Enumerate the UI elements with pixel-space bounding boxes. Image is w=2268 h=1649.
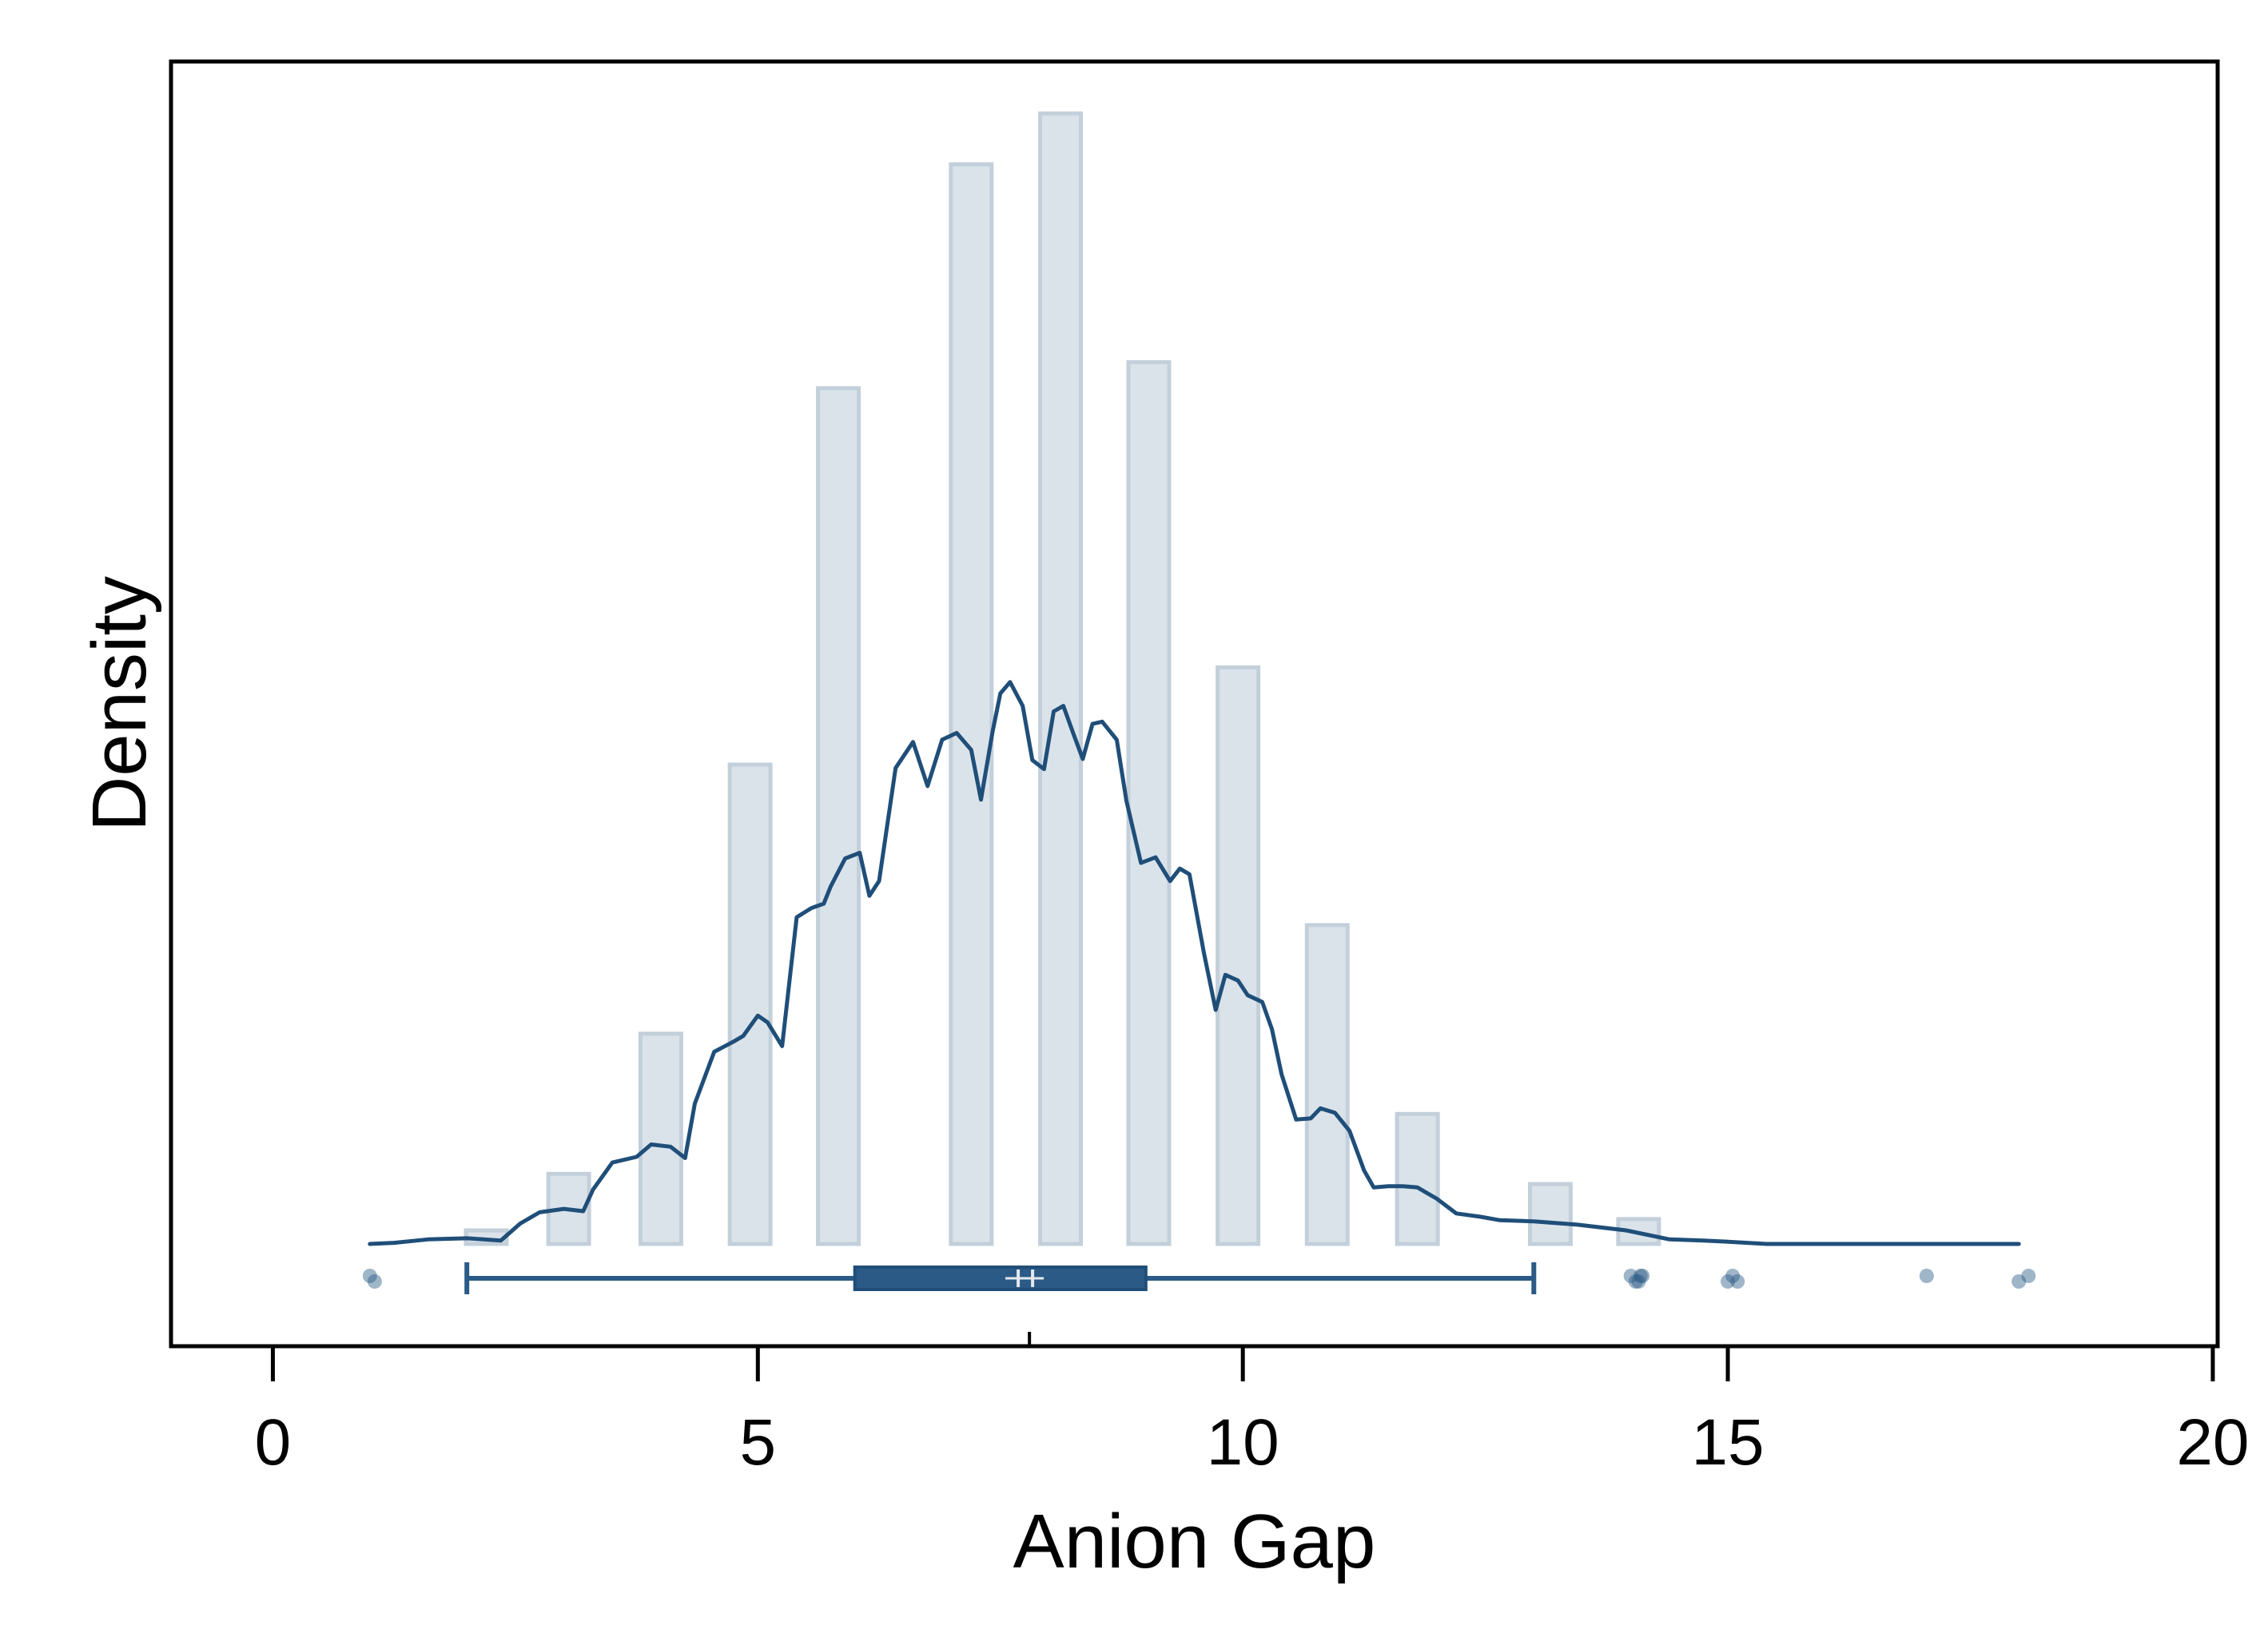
outlier-point [2021,1269,2036,1283]
histogram-bars [464,111,1661,1246]
outlier-point [362,1269,377,1283]
histogram-bar [816,386,861,1246]
outlier-point [1633,1269,1648,1283]
density-curve [368,680,2021,1246]
interquartile-box [853,1266,1148,1291]
x-tick-label: 10 [1207,1406,1279,1479]
y-axis-label: Density [77,576,162,832]
histogram-bar [1527,1182,1573,1246]
x-tick-label: 15 [1691,1406,1764,1479]
histogram-bar [949,162,994,1246]
outlier-point [1725,1269,1741,1283]
x-axis-label: Anion Gap [1013,1499,1376,1584]
histogram-bar [638,1031,683,1246]
boxplot [464,1262,1537,1346]
outlier-point [2011,1274,2027,1289]
histogram-bar [1038,111,1083,1246]
density-curve-layer [368,680,2021,1246]
outlier-point [1721,1274,1736,1289]
x-tick-label: 5 [740,1406,777,1479]
x-tick-label: 20 [2176,1406,2249,1479]
histogram-bar [1395,1111,1440,1246]
histogram-bar [727,762,773,1246]
outlier-point [1919,1269,1934,1283]
histogram-bar [1126,360,1172,1246]
histogram-bar [1216,665,1261,1246]
histogram-bar [1304,923,1350,1246]
outlier-point [367,1274,382,1289]
x-axis: 0 5 10 15 20 [255,1346,2250,1479]
plot-frame [169,59,2220,1349]
outlier-points [362,1269,2036,1289]
outlier-point [1635,1269,1650,1283]
outlier-point [1623,1269,1638,1283]
x-tick-label: 0 [255,1406,292,1479]
outlier-point [1628,1274,1643,1289]
outlier-point [1631,1274,1646,1289]
outlier-point [1730,1274,1745,1289]
